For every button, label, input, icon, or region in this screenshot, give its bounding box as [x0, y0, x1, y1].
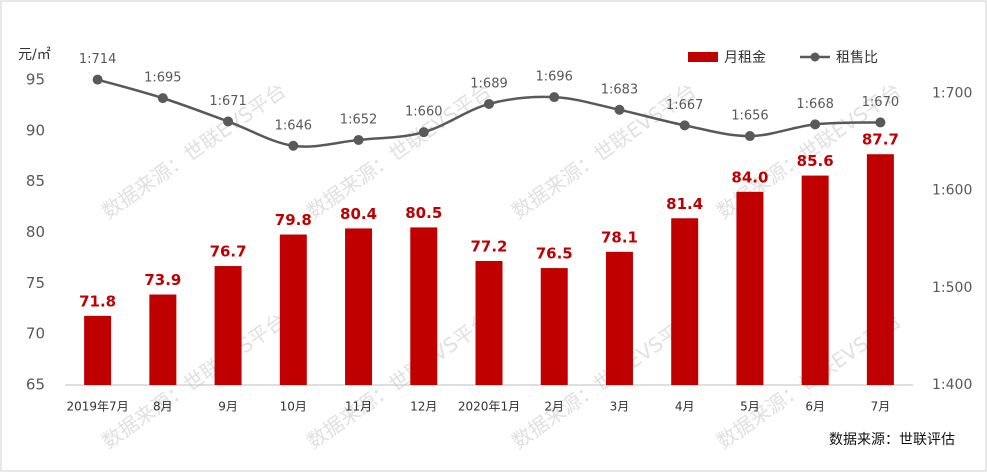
- bar: [671, 218, 699, 385]
- bar-value-label: 77.2: [470, 237, 507, 255]
- y-tick-label: 80: [26, 223, 45, 241]
- line-marker: [549, 92, 560, 103]
- line-marker: [614, 104, 625, 115]
- legend-label: 月租金: [724, 50, 766, 66]
- line-value-label: 1:696: [535, 70, 572, 85]
- line-value-label: 1:652: [340, 112, 377, 127]
- bar: [540, 268, 568, 385]
- line-marker: [353, 134, 364, 145]
- line-value-label: 1:656: [731, 109, 768, 124]
- y-axis-label: 元/㎡: [18, 47, 51, 63]
- line-marker: [484, 98, 494, 109]
- line-value-label: 1:670: [862, 95, 899, 110]
- x-tick-label: 8月: [153, 400, 173, 414]
- line-value-label: 1:667: [666, 98, 703, 113]
- legend-swatch: [688, 52, 718, 62]
- bar-value-label: 76.7: [210, 243, 247, 261]
- bar-value-label: 81.4: [666, 195, 703, 213]
- line-value-label: 1:695: [144, 71, 181, 86]
- y-tick-label: 90: [26, 121, 45, 139]
- x-tick-label: 2020年1月: [458, 400, 520, 414]
- line-marker: [92, 74, 103, 85]
- x-tick-label: 6月: [805, 400, 825, 414]
- legend-swatch: [810, 52, 820, 62]
- bar: [866, 154, 894, 385]
- bar: [345, 228, 373, 385]
- line-value-label: 1:668: [796, 97, 833, 112]
- x-tick-label: 7月: [871, 400, 891, 414]
- bar-value-label: 80.4: [340, 205, 377, 223]
- legend-label: 租售比: [836, 50, 878, 66]
- line-marker: [418, 127, 429, 138]
- bar-value-label: 78.1: [601, 228, 638, 246]
- bar: [736, 191, 764, 385]
- y-tick-label: 70: [26, 325, 45, 343]
- bar: [605, 251, 633, 385]
- x-tick-label: 2月: [544, 400, 564, 414]
- bar-value-label: 79.8: [275, 211, 312, 229]
- line-value-label: 1:671: [209, 94, 246, 109]
- x-tick-label: 5月: [740, 400, 760, 414]
- line-marker: [679, 120, 690, 131]
- bar-value-label: 84.0: [731, 168, 768, 186]
- y-tick-label: 75: [26, 274, 45, 292]
- x-tick-label: 11月: [345, 400, 372, 414]
- line-marker: [875, 117, 886, 128]
- line-value-label: 1:714: [79, 52, 116, 67]
- y-tick-label: 95: [26, 71, 45, 89]
- source: 数据来源：世联评估: [829, 432, 955, 448]
- bar-value-label: 85.6: [797, 152, 834, 170]
- line-value-label: 1:689: [470, 76, 507, 91]
- y2-tick-label: 1:500: [932, 280, 972, 296]
- bar-value-label: 73.9: [144, 271, 181, 289]
- line-marker: [223, 116, 234, 127]
- bar-value-label: 80.5: [405, 204, 442, 222]
- bar-value-label: 76.5: [536, 245, 573, 263]
- x-tick-label: 4月: [675, 400, 695, 414]
- bar-value-label: 87.7: [862, 131, 899, 149]
- y-tick-label: 65: [26, 376, 45, 394]
- line-marker: [744, 131, 755, 142]
- y2-tick-label: 1:600: [932, 183, 972, 199]
- y-tick-label: 85: [26, 172, 45, 190]
- bar: [279, 234, 307, 385]
- x-tick-label: 3月: [610, 400, 630, 414]
- x-tick-label: 9月: [218, 400, 238, 414]
- bar: [410, 227, 438, 385]
- bar-value-label: 71.8: [79, 292, 116, 310]
- line-value-label: 1:683: [601, 82, 638, 97]
- x-tick-label: 12月: [410, 400, 437, 414]
- x-tick-label: 10月: [280, 400, 307, 414]
- x-tick-label: 2019年7月: [67, 400, 129, 414]
- line-value-label: 1:646: [275, 118, 312, 133]
- line-value-label: 1:660: [405, 105, 442, 120]
- bar: [84, 315, 112, 385]
- line-marker: [288, 140, 299, 151]
- bar: [475, 260, 503, 385]
- y2-tick-label: 1:400: [932, 377, 972, 393]
- bar: [149, 294, 177, 385]
- y2-tick-label: 1:700: [932, 85, 972, 101]
- bar: [801, 175, 829, 385]
- bar: [214, 266, 242, 385]
- line-marker: [157, 93, 168, 104]
- line-marker: [810, 119, 821, 130]
